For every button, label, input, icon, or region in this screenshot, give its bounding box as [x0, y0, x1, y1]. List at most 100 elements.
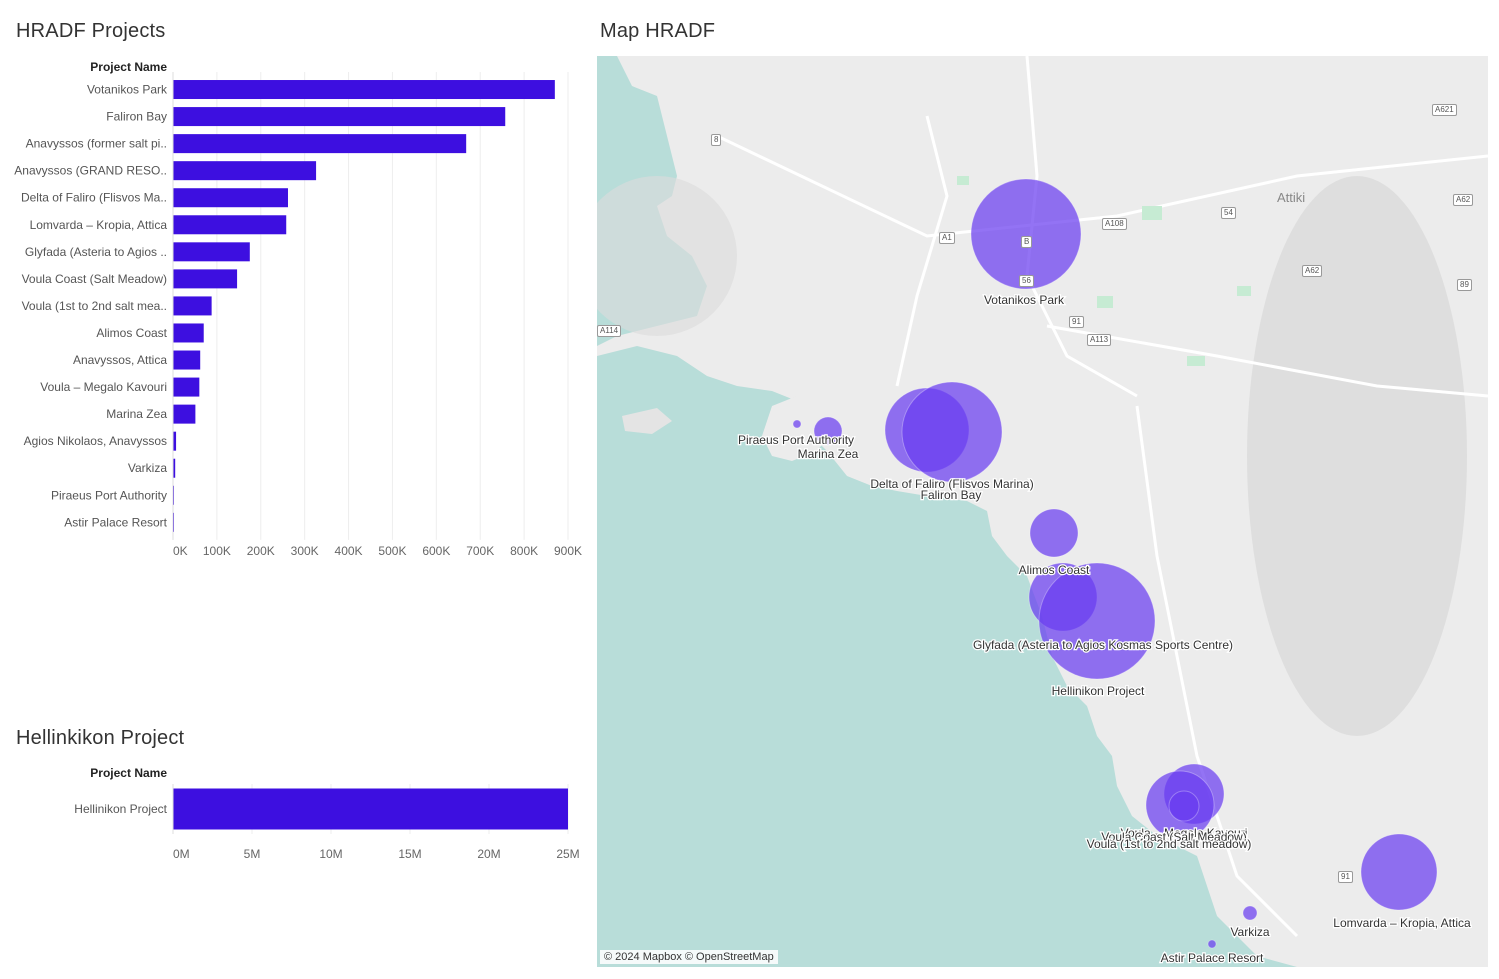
category-label: Astir Palace Resort [64, 515, 167, 529]
road-badge: 89 [1457, 279, 1472, 291]
x-tick-label: 25M [556, 847, 579, 861]
map-bubble[interactable] [901, 381, 1003, 483]
chart-title-hradf-projects: HRADF Projects [16, 20, 166, 42]
map-bubble-label: Faliron Bay [921, 488, 982, 502]
x-tick-label: 600K [422, 544, 450, 558]
map-bubble[interactable] [1242, 905, 1258, 921]
map-aigaleo-terrain [597, 176, 737, 336]
map-bubble[interactable] [792, 419, 802, 429]
x-tick-label: 0K [173, 544, 188, 558]
hellinikon-bar-chart: Project Name Hellinikon Project 0M 5M 10M 15M… [74, 766, 579, 861]
map-bubble[interactable] [1168, 790, 1200, 822]
category-label: Lomvarda – Kropia, Attica [30, 218, 168, 232]
road-badge: 54 [1221, 207, 1236, 219]
y-axis-header: Project Name [90, 60, 167, 74]
x-tick-label: 10M [319, 847, 342, 861]
chart-title-hellinikon: Hellinkikon Project [16, 727, 185, 749]
map-bubble-label: Alimos Coast [1019, 563, 1090, 577]
map-canvas[interactable]: Votanikos Park Piraeus Port AuthorityMari… [597, 56, 1488, 967]
category-label: Faliron Bay [106, 110, 167, 124]
map-bubble-label: Voula Coast (Salt Meadow) [1101, 830, 1246, 844]
category-label: Alimos Coast [96, 326, 167, 340]
map-bubble[interactable] [813, 416, 843, 446]
map-view[interactable]: Votanikos Park Piraeus Port Authority Mari… [597, 56, 1488, 967]
road-badge: A62 [1302, 265, 1323, 277]
map-bubble-label: Voula – Megalo Kavouri [1121, 826, 1248, 840]
map-bubble[interactable] [1360, 833, 1438, 911]
bar[interactable] [173, 188, 288, 208]
road-badge: A108 [1102, 218, 1127, 230]
map-bubble-label: Piraeus Port Authority [738, 433, 854, 447]
map-bubble-label: Lomvarda – Kropia, Attica [1333, 916, 1471, 930]
x-tick-label: 200K [247, 544, 275, 558]
x-tick-label: 500K [378, 544, 406, 558]
x-tick-label: 100K [203, 544, 231, 558]
bar[interactable] [173, 134, 467, 154]
bar[interactable] [173, 215, 287, 235]
category-label: Anavyssos (former salt pi.. [26, 137, 167, 151]
map-bubble[interactable] [970, 178, 1082, 290]
road-badge: 91 [1069, 316, 1084, 328]
road-badge: A62 [1453, 194, 1474, 206]
bar[interactable] [173, 377, 200, 397]
category-label: Voula – Megalo Kavouri [40, 380, 167, 394]
map-parks [957, 176, 1251, 366]
road-badge: A114 [597, 325, 622, 337]
x-tick-label: 400K [335, 544, 363, 558]
bar[interactable] [173, 404, 196, 424]
map-bubble-label: Hellinikon Project [1052, 684, 1145, 698]
x-tick-label: 900K [554, 544, 582, 558]
category-label: Anavyssos (GRAND RESO.. [14, 164, 167, 178]
category-label: Votanikos Park [87, 83, 168, 97]
map-island [622, 408, 672, 434]
bar[interactable] [173, 350, 201, 370]
x-tick-label: 700K [466, 544, 494, 558]
bar[interactable] [173, 458, 176, 478]
road-badge: 91 [1338, 871, 1353, 883]
map-bubble-label: Marina Zea [798, 447, 859, 461]
bar[interactable] [173, 323, 204, 343]
map-bubble-label: Voula (1st to 2nd salt meadow) [1087, 837, 1252, 851]
map-bubble-labels: Votanikos Park Piraeus Port AuthorityMari… [737, 292, 1473, 967]
category-label: Piraeus Port Authority [51, 488, 167, 502]
category-label: Voula Coast (Salt Meadow) [22, 272, 167, 286]
map-bubble-label: Varkiza [1230, 925, 1269, 939]
road-badge: B [1021, 236, 1033, 248]
category-label: Hellinikon Project [74, 802, 167, 816]
road-badge: 8 [711, 134, 722, 146]
bar[interactable] [173, 107, 506, 127]
map-bubble-label: Delta of Faliro (Flisvos Marina) [870, 477, 1033, 491]
category-label: Anavyssos, Attica [73, 353, 167, 367]
category-label: Glyfada (Asteria to Agios .. [25, 245, 167, 259]
road-badge: A1 [939, 232, 955, 244]
bar[interactable] [173, 788, 568, 830]
bar[interactable] [173, 161, 317, 181]
category-label: Agios Nikolaos, Anavyssos [24, 434, 167, 448]
category-label: Marina Zea [106, 407, 167, 421]
bar[interactable] [173, 269, 238, 289]
bar[interactable] [173, 431, 177, 451]
category-label: Delta of Faliro (Flisvos Ma.. [21, 191, 167, 205]
map-bubble[interactable] [1207, 939, 1217, 949]
map-title: Map HRADF [600, 20, 716, 42]
x-tick-label: 300K [291, 544, 319, 558]
map-bubble[interactable] [1029, 508, 1079, 558]
x-tick-label: 20M [477, 847, 500, 861]
bar[interactable] [173, 80, 555, 100]
x-tick-label: 0M [173, 847, 190, 861]
bar[interactable] [173, 242, 250, 262]
map-attribution[interactable]: © 2024 Mapbox © OpenStreetMap [600, 950, 778, 964]
map-bubble-label: Astir Palace Resort [1161, 951, 1264, 965]
map-bubble[interactable] [1038, 562, 1156, 680]
bar[interactable] [173, 296, 212, 316]
map-bubble-label: Votanikos Park [984, 293, 1065, 307]
map-region-label: Attiki [1277, 190, 1306, 205]
map-sea-saronic [597, 346, 1297, 967]
y-axis-header: Project Name [90, 766, 167, 780]
map-roads [716, 56, 1488, 938]
map-bubbles[interactable] [792, 178, 1438, 949]
x-tick-label: 800K [510, 544, 538, 558]
category-label: Voula (1st to 2nd salt mea.. [22, 299, 167, 313]
map-piraeus-peninsula [762, 396, 837, 461]
x-tick-label: 15M [398, 847, 421, 861]
